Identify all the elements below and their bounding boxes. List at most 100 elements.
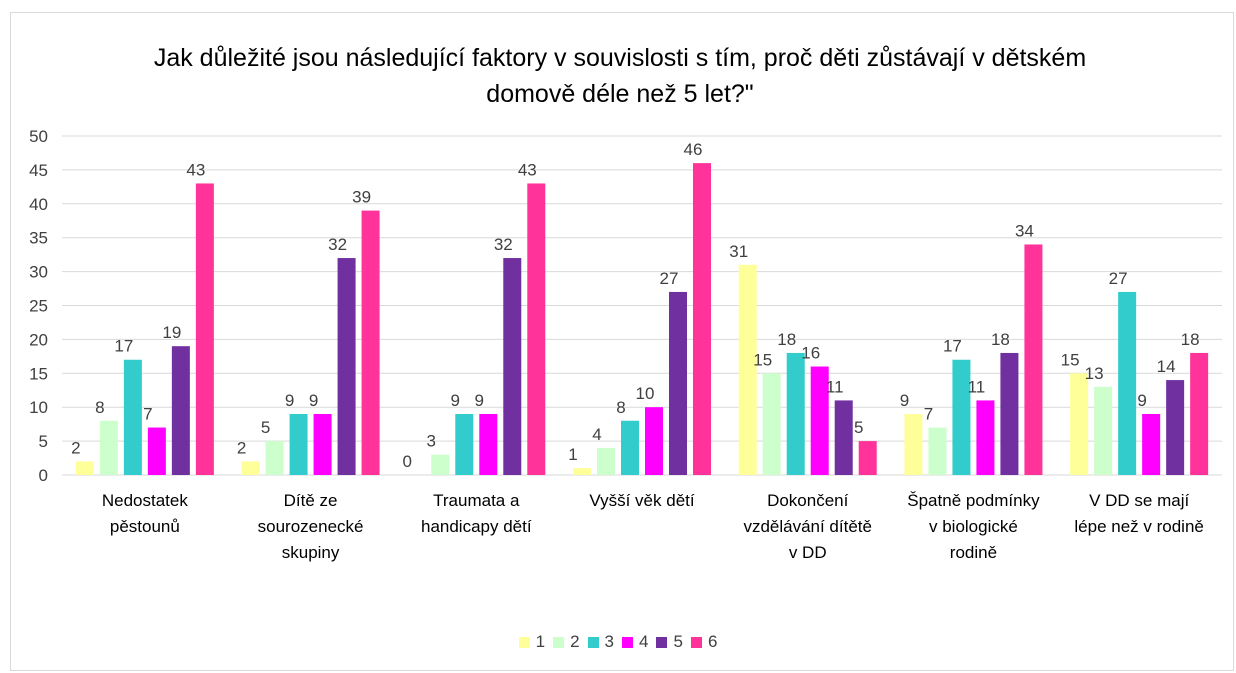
- data-label: 17: [943, 337, 962, 356]
- legend-label: 3: [604, 632, 614, 651]
- bar: [171, 346, 190, 475]
- y-tick-label: 30: [29, 263, 48, 282]
- chart-title: Jak důležité jsou následující faktory v …: [153, 44, 1087, 108]
- y-tick-label: 5: [39, 432, 48, 451]
- x-tick-label: Nedostatek pěstounů: [101, 491, 188, 536]
- y-tick-label: 50: [29, 127, 48, 146]
- bar: [527, 183, 546, 475]
- bar: [834, 400, 853, 475]
- data-label: 17: [114, 337, 133, 356]
- data-label: 16: [801, 344, 820, 363]
- bar: [479, 413, 498, 475]
- data-label: 39: [352, 188, 371, 207]
- legend-label: 6: [707, 632, 718, 651]
- data-label: 18: [1181, 330, 1200, 349]
- x-tick-label: Vyšší věk dětí: [589, 491, 695, 510]
- x-tick-label: V DD se mají lépe než v rodině: [1074, 491, 1204, 536]
- y-tick-label: 35: [29, 229, 48, 248]
- data-label: 15: [753, 350, 772, 369]
- bar: [361, 210, 380, 475]
- bar: [431, 454, 450, 475]
- y-tick-label: 25: [29, 297, 48, 316]
- data-label: 9: [1137, 391, 1146, 410]
- bar: [976, 400, 995, 475]
- data-label: 18: [991, 330, 1010, 349]
- bar: [786, 352, 805, 475]
- bar: [1024, 244, 1043, 475]
- data-label: 9: [451, 391, 460, 410]
- legend-item: 1: [518, 632, 545, 652]
- data-label: 27: [660, 269, 679, 288]
- bar: [265, 441, 284, 475]
- data-label: 34: [1015, 221, 1034, 240]
- data-label: 3: [427, 432, 436, 451]
- data-label: 5: [854, 418, 863, 437]
- legend-item: 3: [587, 632, 614, 652]
- chart-frame: [10, 12, 1234, 671]
- bar: [289, 413, 308, 475]
- legend: 1 2 3 4 5 6: [0, 632, 1236, 652]
- legend-swatch: [690, 637, 702, 648]
- data-label: 8: [616, 398, 625, 417]
- bar: [669, 291, 687, 475]
- legend-swatch: [622, 637, 633, 648]
- data-label: 7: [143, 405, 152, 424]
- data-label: 43: [518, 160, 537, 179]
- data-label: 4: [592, 425, 601, 444]
- x-tick-label: Špatně podmínky v biologické rodině: [907, 491, 1040, 562]
- data-label: 7: [924, 405, 933, 424]
- y-tick-label: 20: [29, 330, 48, 349]
- bar: [195, 183, 214, 475]
- data-label: 13: [1085, 364, 1104, 383]
- bar: [621, 420, 639, 475]
- legend-item: 2: [553, 632, 580, 652]
- data-label: 32: [494, 235, 513, 254]
- bar: [1000, 352, 1019, 475]
- data-label: 43: [186, 160, 205, 179]
- bar: [573, 468, 591, 475]
- bar: [928, 427, 947, 475]
- bar: [858, 441, 877, 475]
- data-label: 10: [636, 384, 655, 403]
- bar: [99, 420, 118, 475]
- y-tick-label: 0: [39, 466, 48, 485]
- legend-label: 4: [639, 632, 649, 651]
- data-label: 14: [1157, 357, 1176, 376]
- bar: [693, 163, 711, 475]
- y-tick-label: 40: [29, 195, 48, 214]
- bar: [952, 359, 971, 475]
- y-tick-label: 45: [29, 161, 48, 180]
- bar: [1070, 373, 1089, 475]
- y-tick-label: 15: [29, 364, 48, 383]
- bar: [147, 427, 166, 475]
- data-label: 46: [684, 140, 703, 159]
- data-label: 9: [900, 391, 909, 410]
- x-tick-label: Dítě ze sourozenecké skupiny: [257, 491, 364, 562]
- data-label: 19: [162, 323, 181, 342]
- legend-item: 4: [622, 632, 648, 652]
- data-label: 1: [568, 445, 577, 464]
- legend-label: 2: [570, 632, 580, 651]
- legend-item: 6: [690, 632, 718, 652]
- data-label: 0: [403, 452, 412, 471]
- data-label: 11: [826, 377, 844, 396]
- data-label: 27: [1109, 269, 1128, 288]
- bar: [1190, 352, 1209, 475]
- bar: [597, 447, 615, 475]
- data-label: 9: [285, 391, 294, 410]
- data-label: 8: [95, 398, 104, 417]
- legend-swatch: [553, 637, 565, 648]
- data-label: 2: [71, 438, 80, 457]
- data-label: 2: [237, 438, 246, 457]
- data-label: 15: [1061, 350, 1080, 369]
- bar: [738, 264, 757, 475]
- data-label: 18: [777, 330, 796, 349]
- legend-swatch: [587, 637, 599, 648]
- data-label: 11: [968, 377, 986, 396]
- bar: [455, 413, 474, 475]
- bar: [313, 413, 332, 475]
- x-tick-label: Dokončení vzdělávání dítětě v DD: [743, 491, 872, 562]
- bar: [337, 258, 356, 475]
